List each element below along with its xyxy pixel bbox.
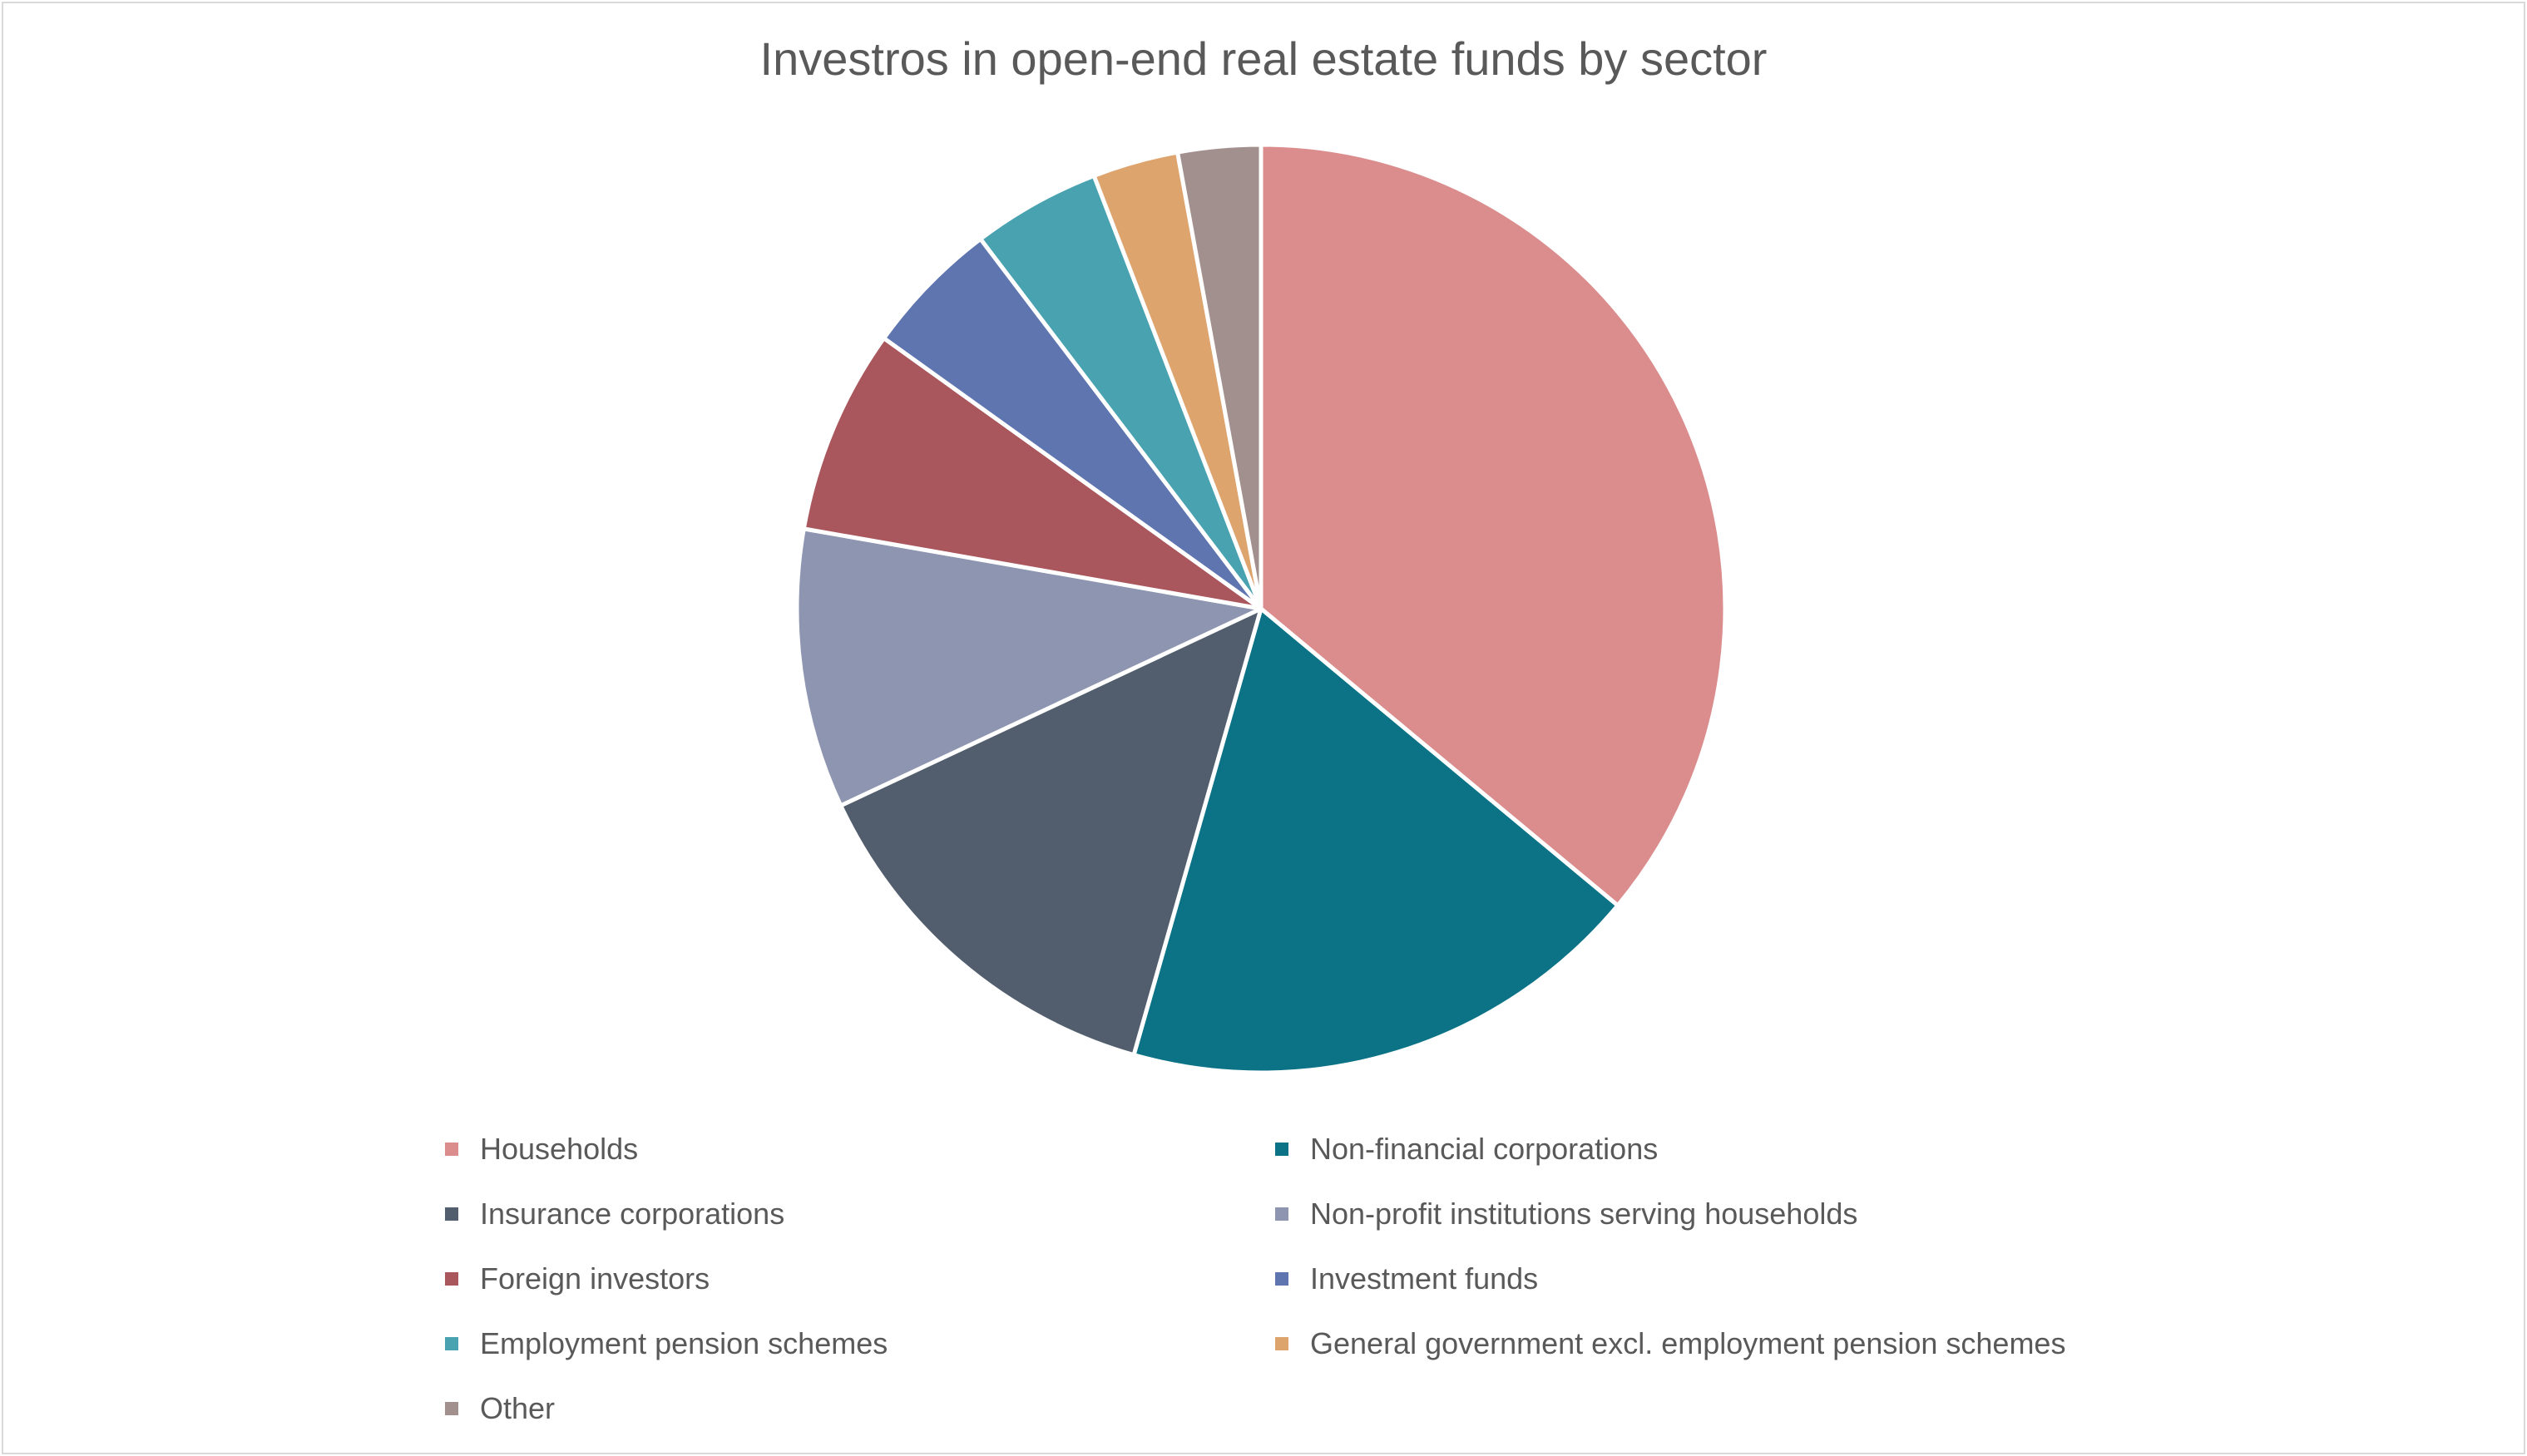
legend-label: General government excl. employment pens… — [1310, 1326, 2066, 1360]
pie-slice-non-financial-corporations — [1131, 606, 1620, 1075]
legend-swatch — [445, 1402, 458, 1415]
legend-label: Other — [480, 1391, 556, 1425]
legend-item-other: Other — [445, 1384, 555, 1434]
legend-label: Households — [480, 1132, 639, 1166]
legend-item-households: Households — [445, 1124, 638, 1174]
legend-label: Investment funds — [1310, 1261, 1539, 1296]
legend-item-non-financial-corporations: Non-financial corporations — [1275, 1124, 1658, 1174]
pie-slice-investment-funds — [882, 236, 1264, 611]
legend-item-non-profit-institutions-serving-households: Non-profit institutions serving househol… — [1275, 1189, 1857, 1239]
legend-label: Non-financial corporations — [1310, 1132, 1659, 1166]
legend-swatch — [445, 1207, 458, 1221]
legend-item-insurance-corporations: Insurance corporations — [445, 1189, 784, 1239]
legend-swatch — [1275, 1337, 1288, 1350]
legend-swatch — [1275, 1272, 1288, 1286]
legend: Households Non-financial corporations Insu… — [445, 1124, 2525, 1440]
legend-item-general-government-excl-employment-pension-schemes: General government excl. employment pens… — [1275, 1319, 2065, 1369]
legend-item-foreign-investors: Foreign investors — [445, 1254, 710, 1304]
legend-label: Employment pension schemes — [480, 1326, 888, 1360]
legend-item-investment-funds: Investment funds — [1275, 1254, 1538, 1304]
legend-swatch — [1275, 1207, 1288, 1221]
legend-item-employment-pension-schemes: Employment pension schemes — [445, 1319, 888, 1369]
pie-slice-foreign-investors — [801, 336, 1264, 611]
pie-slice-households — [1259, 142, 1728, 908]
legend-swatch — [1275, 1143, 1288, 1156]
legend-swatch — [445, 1337, 458, 1350]
legend-swatch — [445, 1272, 458, 1286]
chart-title: Investros in open-end real estate funds … — [759, 32, 1768, 85]
legend-swatch — [445, 1143, 458, 1156]
legend-label: Non-profit institutions serving househol… — [1310, 1197, 1858, 1231]
pie-slice-insurance-corporations — [838, 606, 1264, 1058]
legend-label: Foreign investors — [480, 1261, 710, 1296]
legend-label: Insurance corporations — [480, 1197, 785, 1231]
pie-slice-non-profit-institutions-serving-households — [794, 526, 1264, 808]
pie-slice-other — [1175, 142, 1264, 611]
